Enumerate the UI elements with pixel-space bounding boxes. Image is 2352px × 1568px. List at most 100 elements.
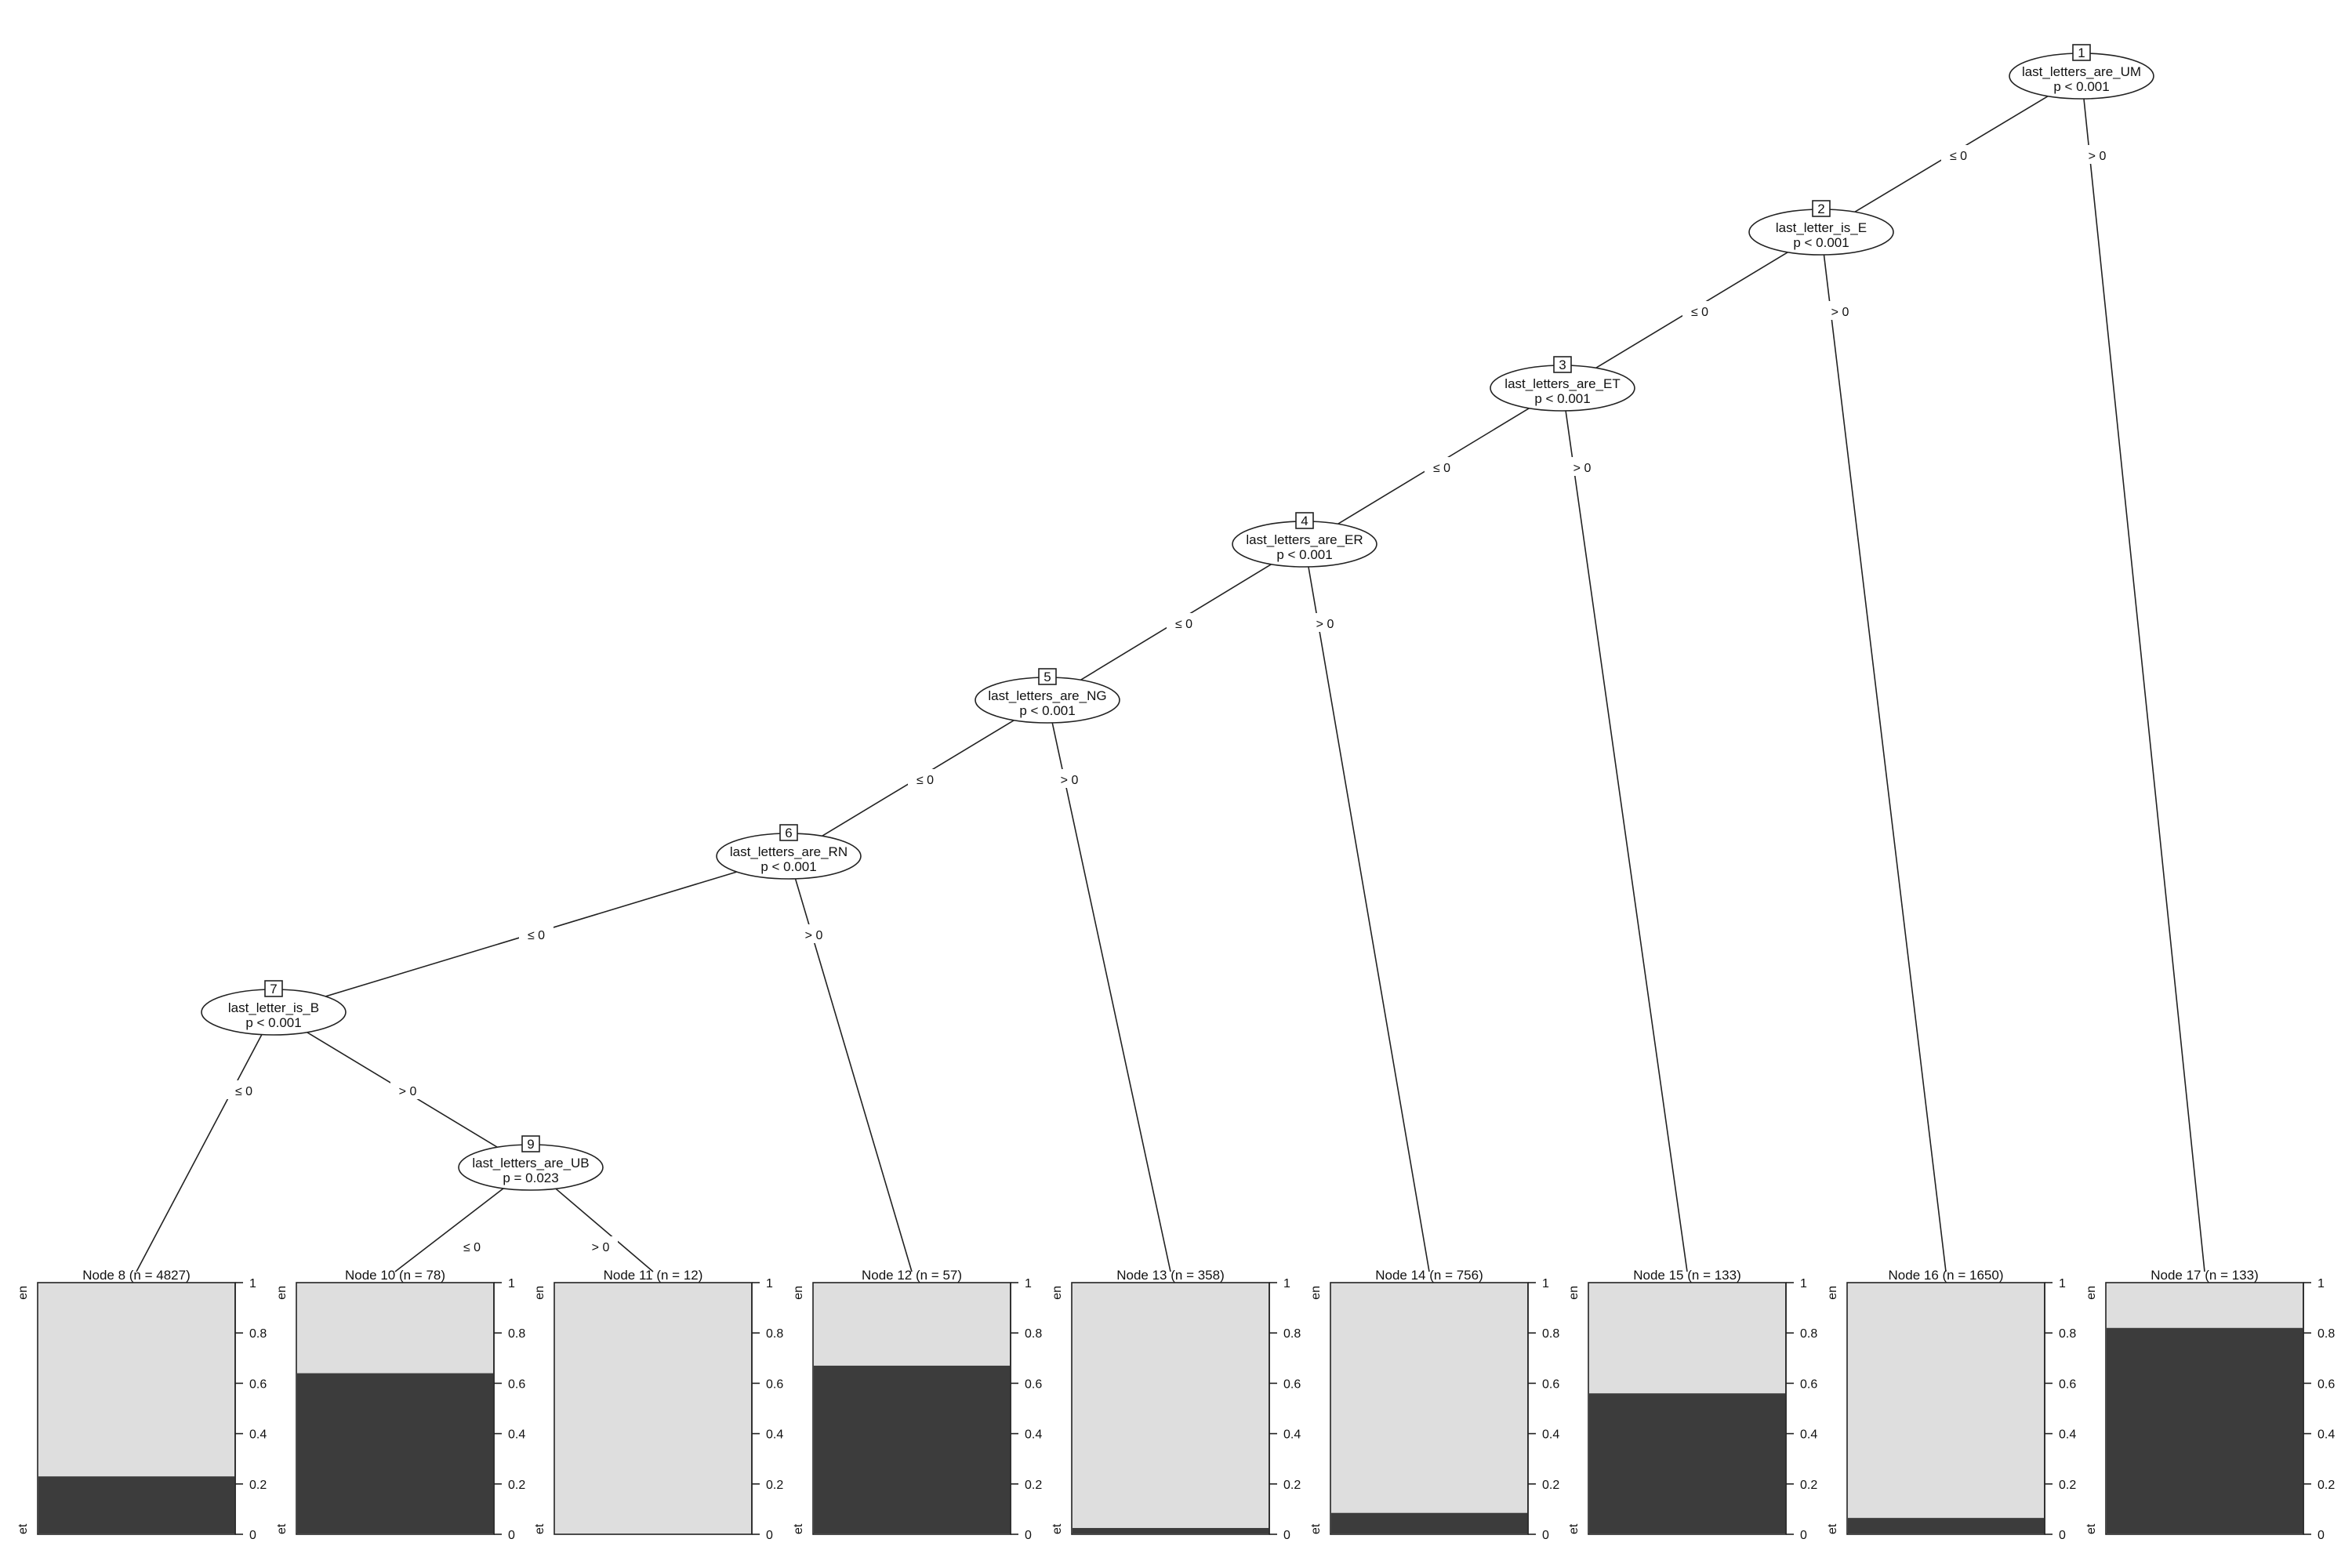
edge-label-bg: [1425, 457, 1459, 476]
axis-tick-label: 0.2: [249, 1479, 267, 1492]
terminal-title: Node 15 (n = 133): [1633, 1268, 1741, 1283]
node-3-id: 3: [1559, 358, 1566, 372]
class-label-et: et: [1309, 1523, 1323, 1534]
axis-tick-label: 1: [1283, 1277, 1290, 1290]
axis-tick-label: 0.4: [1283, 1428, 1301, 1442]
edge-label-bg: [1941, 145, 1976, 164]
axis-tick-label: 0: [1800, 1529, 1807, 1542]
axis-tick-label: 0.4: [766, 1428, 783, 1442]
axis-tick-label: 0.6: [508, 1377, 525, 1391]
axis-tick-label: 0.8: [2318, 1327, 2335, 1341]
terminal-bar-et: [297, 1373, 493, 1534]
node-6-pvalue: p < 0.001: [760, 859, 816, 874]
axis-tick-label: 0: [766, 1529, 773, 1542]
terminal-title: Node 11 (n = 12): [604, 1268, 703, 1283]
tree-edge-4-5: [1308, 566, 1430, 1272]
edge-label-bg: [455, 1236, 489, 1255]
axis-tick-label: 0.6: [1800, 1377, 1817, 1391]
edge-label-bg: [1565, 457, 1599, 476]
axis-tick-label: 1: [1800, 1277, 1807, 1290]
class-label-en: en: [1309, 1286, 1323, 1300]
axis-tick-label: 0.6: [766, 1377, 783, 1391]
edge-label: > 0: [399, 1085, 417, 1098]
node-4-pvalue: p < 0.001: [1276, 547, 1332, 562]
tree-edge-3-6: [1565, 410, 1688, 1272]
terminal-title: Node 10 (n = 78): [345, 1268, 445, 1283]
axis-tick-label: 0.2: [1025, 1479, 1042, 1492]
terminal-bar-en: [1071, 1282, 1270, 1535]
edge-label-bg: [519, 924, 554, 943]
edge-label-bg: [227, 1080, 261, 1099]
edge-label: ≤ 0: [1433, 462, 1450, 475]
class-label-en: en: [275, 1286, 289, 1300]
axis-tick-label: 0.6: [1283, 1377, 1301, 1391]
class-label-et: et: [1051, 1523, 1064, 1534]
node-5-id: 5: [1044, 670, 1051, 684]
class-label-et: et: [792, 1523, 805, 1534]
edge-label-bg: [583, 1236, 618, 1255]
axis-tick-label: 0.4: [2318, 1428, 2335, 1442]
class-label-en: en: [792, 1286, 805, 1300]
axis-tick-label: 0.8: [1800, 1327, 1817, 1341]
axis-tick-label: 0: [508, 1529, 515, 1542]
axis-tick-label: 0.4: [1800, 1428, 1817, 1442]
node-4-id: 4: [1301, 514, 1308, 528]
node-7-id-box: [264, 980, 283, 997]
axis-tick-label: 1: [2059, 1277, 2066, 1290]
axis-tick-label: 0.8: [2059, 1327, 2076, 1341]
edge-label: ≤ 0: [528, 929, 545, 942]
terminal-title: Node 13 (n = 358): [1116, 1268, 1225, 1283]
node-2-id-box: [1812, 200, 1831, 217]
class-label-en: en: [1826, 1286, 1839, 1300]
class-label-et: et: [275, 1523, 289, 1534]
node-2-pvalue: p < 0.001: [1793, 235, 1849, 250]
class-label-et: et: [16, 1523, 30, 1534]
node-1-id-box: [2072, 44, 2091, 61]
axis-tick-label: 0.8: [1283, 1327, 1301, 1341]
node-3-pvalue: p < 0.001: [1534, 391, 1590, 406]
axis-tick-label: 0.2: [1542, 1479, 1559, 1492]
axis-tick-label: 0.2: [2059, 1479, 2076, 1492]
axis-tick-label: 0.2: [766, 1479, 783, 1492]
edge-label: > 0: [2089, 150, 2107, 163]
axis-tick-label: 0.6: [249, 1377, 267, 1391]
edge-label-bg: [2080, 145, 2114, 164]
edge-label: ≤ 0: [235, 1085, 252, 1098]
edge-label-bg: [797, 924, 831, 943]
class-label-en: en: [1567, 1286, 1581, 1300]
edge-label-bg: [1167, 613, 1201, 632]
axis-tick-label: 0.6: [1542, 1377, 1559, 1391]
edge-label: > 0: [1831, 306, 1849, 319]
class-label-en: en: [1051, 1286, 1064, 1300]
axis-tick-label: 0: [2318, 1529, 2325, 1542]
axis-tick-label: 0.6: [2318, 1377, 2335, 1391]
node-4-id-box: [1295, 512, 1314, 529]
terminal-bar-en: [1330, 1282, 1529, 1535]
node-2-id: 2: [1817, 201, 1824, 216]
node-9-id-box: [521, 1135, 540, 1152]
axis-tick-label: 1: [1025, 1277, 1032, 1290]
class-label-en: en: [16, 1286, 30, 1300]
node-6-id-box: [779, 824, 798, 841]
class-label-et: et: [1567, 1523, 1581, 1534]
axis-tick-label: 1: [766, 1277, 773, 1290]
terminal-title: Node 14 (n = 756): [1375, 1268, 1483, 1283]
node-3-id-box: [1553, 356, 1572, 373]
axis-tick-label: 0: [1025, 1529, 1032, 1542]
axis-tick-label: 0.2: [1283, 1479, 1301, 1492]
class-label-en: en: [2085, 1286, 2098, 1300]
edge-label: ≤ 0: [916, 774, 934, 787]
edge-label-bg: [1052, 769, 1087, 788]
node-5-variable: last_letters_are_NG: [988, 688, 1106, 703]
axis-tick-label: 0.4: [508, 1428, 525, 1442]
axis-tick-label: 0.6: [2059, 1377, 2076, 1391]
edge-label: > 0: [1061, 774, 1079, 787]
terminal-bar-et: [814, 1365, 1010, 1534]
edge-label-bg: [390, 1080, 425, 1099]
terminal-bar-en: [554, 1282, 753, 1535]
terminal-title: Node 8 (n = 4827): [82, 1268, 191, 1283]
edge-label: ≤ 0: [1950, 150, 1967, 163]
edge-label: > 0: [1316, 618, 1334, 631]
tree-edge-6-3: [794, 878, 913, 1272]
